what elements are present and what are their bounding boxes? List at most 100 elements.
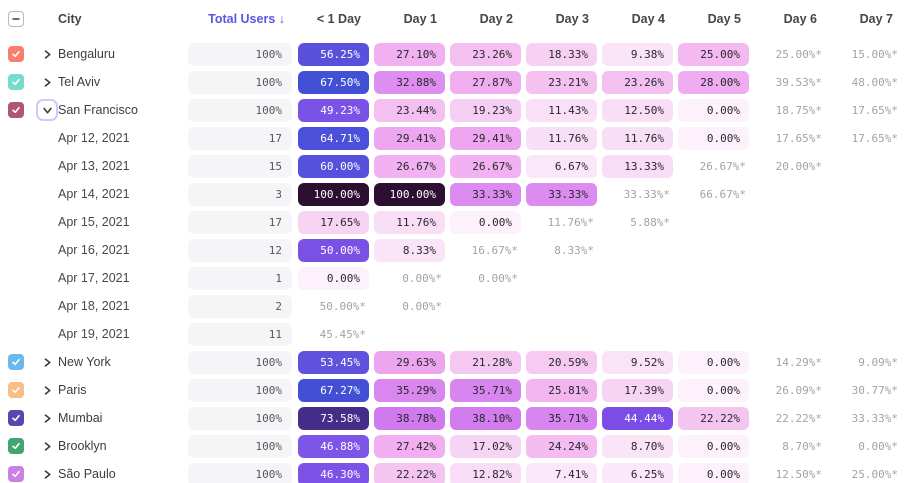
expand-chevron[interactable] [36,71,58,93]
retention-value-pill[interactable]: 23.26% [450,42,521,66]
expand-chevron[interactable] [36,379,58,401]
retention-value-pill[interactable]: 25.00% [678,42,749,66]
row-mumbai: Mumbai 100% 73.58% 38.78% 38.10% 35.71% 44.44… [8,404,920,432]
expand-chevron[interactable] [36,351,58,373]
retention-value-pill[interactable]: 28.00% [678,70,749,94]
retention-value-pill[interactable]: 0.00% [450,210,521,234]
chevron-right-icon [44,77,51,87]
column-header-day5[interactable]: Day 5 [707,12,741,26]
column-header-day6[interactable]: Day 6 [783,12,817,26]
retention-value-pill[interactable]: 6.25% [602,462,673,483]
retention-value-pill[interactable]: 18.33% [526,42,597,66]
retention-value-pill[interactable]: 35.71% [526,406,597,430]
retention-value-pill[interactable]: 33.33% [526,182,597,206]
retention-value-pill[interactable]: 0.00% [678,126,749,150]
retention-value-pill[interactable]: 22.22% [678,406,749,430]
row-checkbox-new-york[interactable] [8,354,24,370]
retention-value-pill[interactable]: 35.29% [374,378,445,402]
retention-value-pill[interactable]: 56.25% [298,42,369,66]
retention-value-pill[interactable]: 13.33% [602,154,673,178]
retention-value-pill[interactable]: 73.58% [298,406,369,430]
retention-value-pill[interactable]: 20.59% [526,350,597,374]
retention-value-pill[interactable]: 38.10% [450,406,521,430]
retention-value-pill[interactable]: 11.76% [374,210,445,234]
retention-value-pill[interactable]: 12.50% [602,98,673,122]
retention-value-pill[interactable]: 53.45% [298,350,369,374]
retention-value-pill[interactable]: 24.24% [526,434,597,458]
retention-value-pill[interactable]: 29.41% [450,126,521,150]
retention-value-pill[interactable]: 27.10% [374,42,445,66]
column-header-day3[interactable]: Day 3 [555,12,589,26]
retention-value-pill[interactable]: 11.76% [602,126,673,150]
retention-value-pill[interactable]: 49.23% [298,98,369,122]
retention-value-pill[interactable]: 64.71% [298,126,369,150]
retention-value-pill[interactable]: 12.82% [450,462,521,483]
retention-value-pill[interactable]: 0.00% [678,350,749,374]
retention-value-pill[interactable]: 67.50% [298,70,369,94]
row-checkbox-mumbai[interactable] [8,410,24,426]
retention-value-pill[interactable]: 100.00% [298,182,369,206]
retention-value-pill[interactable]: 44.44% [602,406,673,430]
retention-value-pill[interactable]: 6.67% [526,154,597,178]
expand-chevron[interactable] [36,463,58,483]
retention-value-pill[interactable]: 0.00% [678,462,749,483]
retention-value-pill[interactable]: 9.38% [602,42,673,66]
expand-chevron[interactable] [36,99,58,121]
column-header-day7[interactable]: Day 7 [859,12,893,26]
select-all-checkbox[interactable] [8,11,24,27]
row-checkbox-brooklyn[interactable] [8,438,24,454]
retention-value-pill[interactable]: 29.41% [374,126,445,150]
expand-chevron[interactable] [36,407,58,429]
retention-cell [598,320,674,348]
retention-value-pill[interactable]: 67.27% [298,378,369,402]
column-header-day2[interactable]: Day 2 [479,12,513,26]
check-icon [12,386,20,394]
retention-value-pill[interactable]: 19.23% [450,98,521,122]
retention-value-pill[interactable]: 11.43% [526,98,597,122]
row-checkbox-tel-aviv[interactable] [8,74,24,90]
retention-value-pill[interactable]: 0.00% [678,434,749,458]
retention-value-pill[interactable]: 21.28% [450,350,521,374]
column-header-day1[interactable]: Day 1 [403,12,437,26]
retention-value-pill[interactable]: 23.21% [526,70,597,94]
retention-value-pill[interactable]: 9.52% [602,350,673,374]
retention-value-pill[interactable]: 8.70% [602,434,673,458]
retention-value-pill[interactable]: 17.39% [602,378,673,402]
retention-value-pill[interactable]: 46.88% [298,434,369,458]
retention-value-pill[interactable]: 26.67% [450,154,521,178]
retention-value-pill[interactable]: 46.30% [298,462,369,483]
retention-value-pill[interactable]: 38.78% [374,406,445,430]
retention-value-pill[interactable]: 22.22% [374,462,445,483]
retention-value-pill[interactable]: 8.33% [374,238,445,262]
retention-value-pill[interactable]: 60.00% [298,154,369,178]
expand-chevron[interactable] [36,43,58,65]
retention-value-pill[interactable]: 50.00% [298,238,369,262]
row-checkbox-paris[interactable] [8,382,24,398]
retention-value-pill[interactable]: 23.44% [374,98,445,122]
retention-value-pill[interactable]: 17.02% [450,434,521,458]
retention-value-pill[interactable]: 11.76% [526,126,597,150]
retention-value-pill[interactable]: 27.42% [374,434,445,458]
retention-value-pill[interactable]: 100.00% [374,182,445,206]
retention-value-pill[interactable]: 7.41% [526,462,597,483]
retention-value-pill[interactable]: 0.00% [678,378,749,402]
retention-value-pill[interactable]: 25.81% [526,378,597,402]
retention-value-pill[interactable]: 23.26% [602,70,673,94]
retention-value-pill[interactable]: 35.71% [450,378,521,402]
column-header-total-users[interactable]: Total Users ↓ [208,12,285,26]
retention-value-pill[interactable]: 0.00% [298,266,369,290]
retention-value-pill[interactable]: 26.67% [374,154,445,178]
row-checkbox-bengaluru[interactable] [8,46,24,62]
retention-value-pill[interactable]: 33.33% [450,182,521,206]
row-checkbox-sao-paulo[interactable] [8,466,24,482]
column-header-lt1day[interactable]: < 1 Day [316,12,361,26]
retention-value-incomplete: 18.75%* [775,103,822,117]
retention-value-pill[interactable]: 32.88% [374,70,445,94]
expand-chevron[interactable] [36,435,58,457]
row-checkbox-san-francisco[interactable] [8,102,24,118]
column-header-day4[interactable]: Day 4 [631,12,665,26]
retention-value-pill[interactable]: 0.00% [678,98,749,122]
retention-value-pill[interactable]: 29.63% [374,350,445,374]
retention-value-pill[interactable]: 27.87% [450,70,521,94]
retention-value-pill[interactable]: 17.65% [298,210,369,234]
